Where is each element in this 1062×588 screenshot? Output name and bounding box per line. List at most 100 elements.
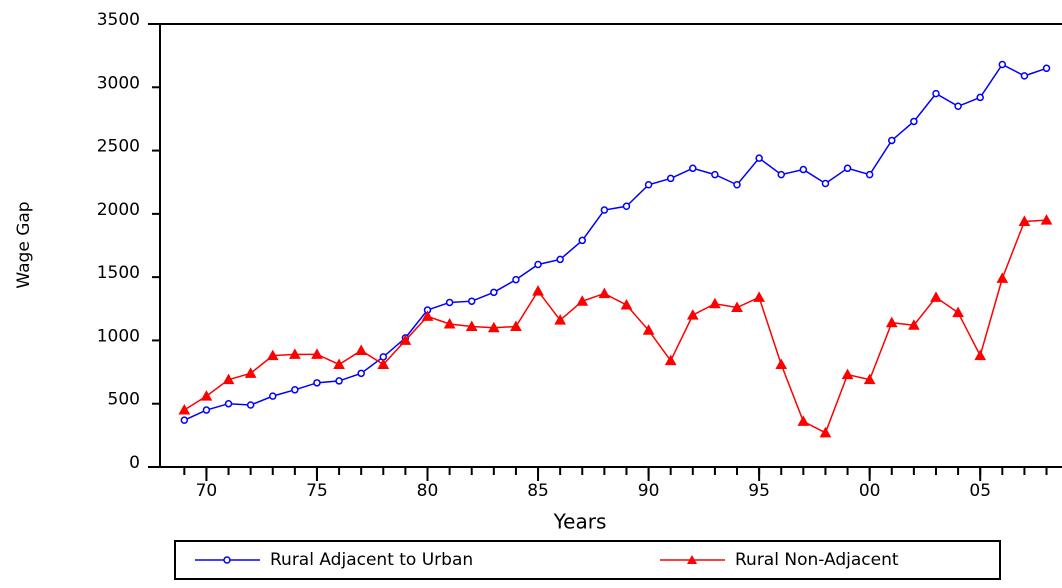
point <box>888 136 896 145</box>
point <box>510 320 522 332</box>
legend-box <box>174 540 1001 580</box>
point <box>885 316 898 328</box>
point <box>686 309 699 320</box>
point <box>1018 215 1031 226</box>
point <box>289 348 301 359</box>
point <box>1020 72 1029 80</box>
x-tick-label: 90 <box>638 481 660 501</box>
point <box>377 358 390 369</box>
point <box>600 206 609 214</box>
point <box>266 349 279 361</box>
point <box>711 170 719 179</box>
point <box>930 291 942 302</box>
point <box>333 358 345 369</box>
point <box>998 60 1007 69</box>
point <box>952 306 964 318</box>
point <box>598 287 611 299</box>
point <box>355 344 368 356</box>
y-tick-label: 500 <box>108 390 140 410</box>
point <box>291 386 299 394</box>
point <box>865 170 874 179</box>
point <box>556 255 564 264</box>
point <box>532 285 544 296</box>
point <box>244 367 257 378</box>
point <box>664 354 677 366</box>
y-tick-label: 1000 <box>97 326 140 346</box>
point <box>399 334 412 345</box>
point <box>421 310 434 321</box>
point <box>178 404 191 415</box>
point <box>554 314 567 325</box>
point <box>821 179 830 188</box>
point <box>487 321 500 333</box>
x-axis-label: Years <box>553 510 607 534</box>
series-line <box>183 219 1047 434</box>
point <box>202 406 211 414</box>
point <box>689 164 697 173</box>
x-tick-label: 70 <box>196 481 218 501</box>
point <box>666 174 675 183</box>
legend-marker <box>223 556 231 564</box>
point <box>932 89 940 98</box>
point <box>269 392 277 400</box>
point <box>731 301 743 313</box>
point <box>954 102 962 111</box>
point <box>799 165 808 174</box>
y-tick-label: 1500 <box>97 263 140 283</box>
point <box>222 373 235 385</box>
legend-label: Rural Non-Adjacent <box>735 550 899 570</box>
point <box>335 377 343 385</box>
point <box>843 164 852 173</box>
point <box>1040 214 1053 225</box>
point <box>620 298 633 310</box>
y-tick-label: 2000 <box>97 200 140 220</box>
x-tick-label: 95 <box>748 481 770 501</box>
point <box>644 180 653 189</box>
point <box>755 154 763 162</box>
x-tick-label: 05 <box>969 481 991 501</box>
y-axis-label: Wage Gap <box>14 201 34 288</box>
point <box>490 288 498 297</box>
point <box>709 297 721 309</box>
point <box>1042 64 1051 73</box>
point <box>313 379 321 387</box>
point <box>908 319 920 330</box>
legend-marker <box>687 555 697 564</box>
x-tick-label: 00 <box>859 481 881 501</box>
point <box>357 369 365 378</box>
point <box>797 415 810 426</box>
point <box>642 324 655 335</box>
point <box>445 298 454 307</box>
point <box>200 390 213 401</box>
point <box>974 349 987 361</box>
point <box>753 291 765 302</box>
y-tick-label: 3000 <box>97 73 140 93</box>
x-tick-label: 75 <box>306 481 328 501</box>
point <box>733 180 741 189</box>
x-tick-label: 80 <box>417 481 439 501</box>
x-tick-label: 85 <box>527 481 549 501</box>
point <box>224 399 233 408</box>
point <box>622 202 631 211</box>
point <box>841 368 854 380</box>
point <box>311 348 323 359</box>
point <box>246 401 255 409</box>
point <box>576 295 589 306</box>
point <box>443 317 456 329</box>
series-line <box>184 63 1047 421</box>
point <box>777 170 785 179</box>
point <box>512 275 520 284</box>
legend-label: Rural Adjacent to Urban <box>270 550 473 570</box>
point <box>534 260 542 269</box>
y-tick-label: 3500 <box>97 10 140 30</box>
point <box>863 373 876 385</box>
point <box>910 117 918 126</box>
point <box>578 236 587 245</box>
point <box>819 426 832 438</box>
point <box>775 358 788 369</box>
point <box>180 416 189 424</box>
point <box>976 93 984 102</box>
point <box>996 272 1009 283</box>
y-tick-label: 2500 <box>97 137 140 157</box>
